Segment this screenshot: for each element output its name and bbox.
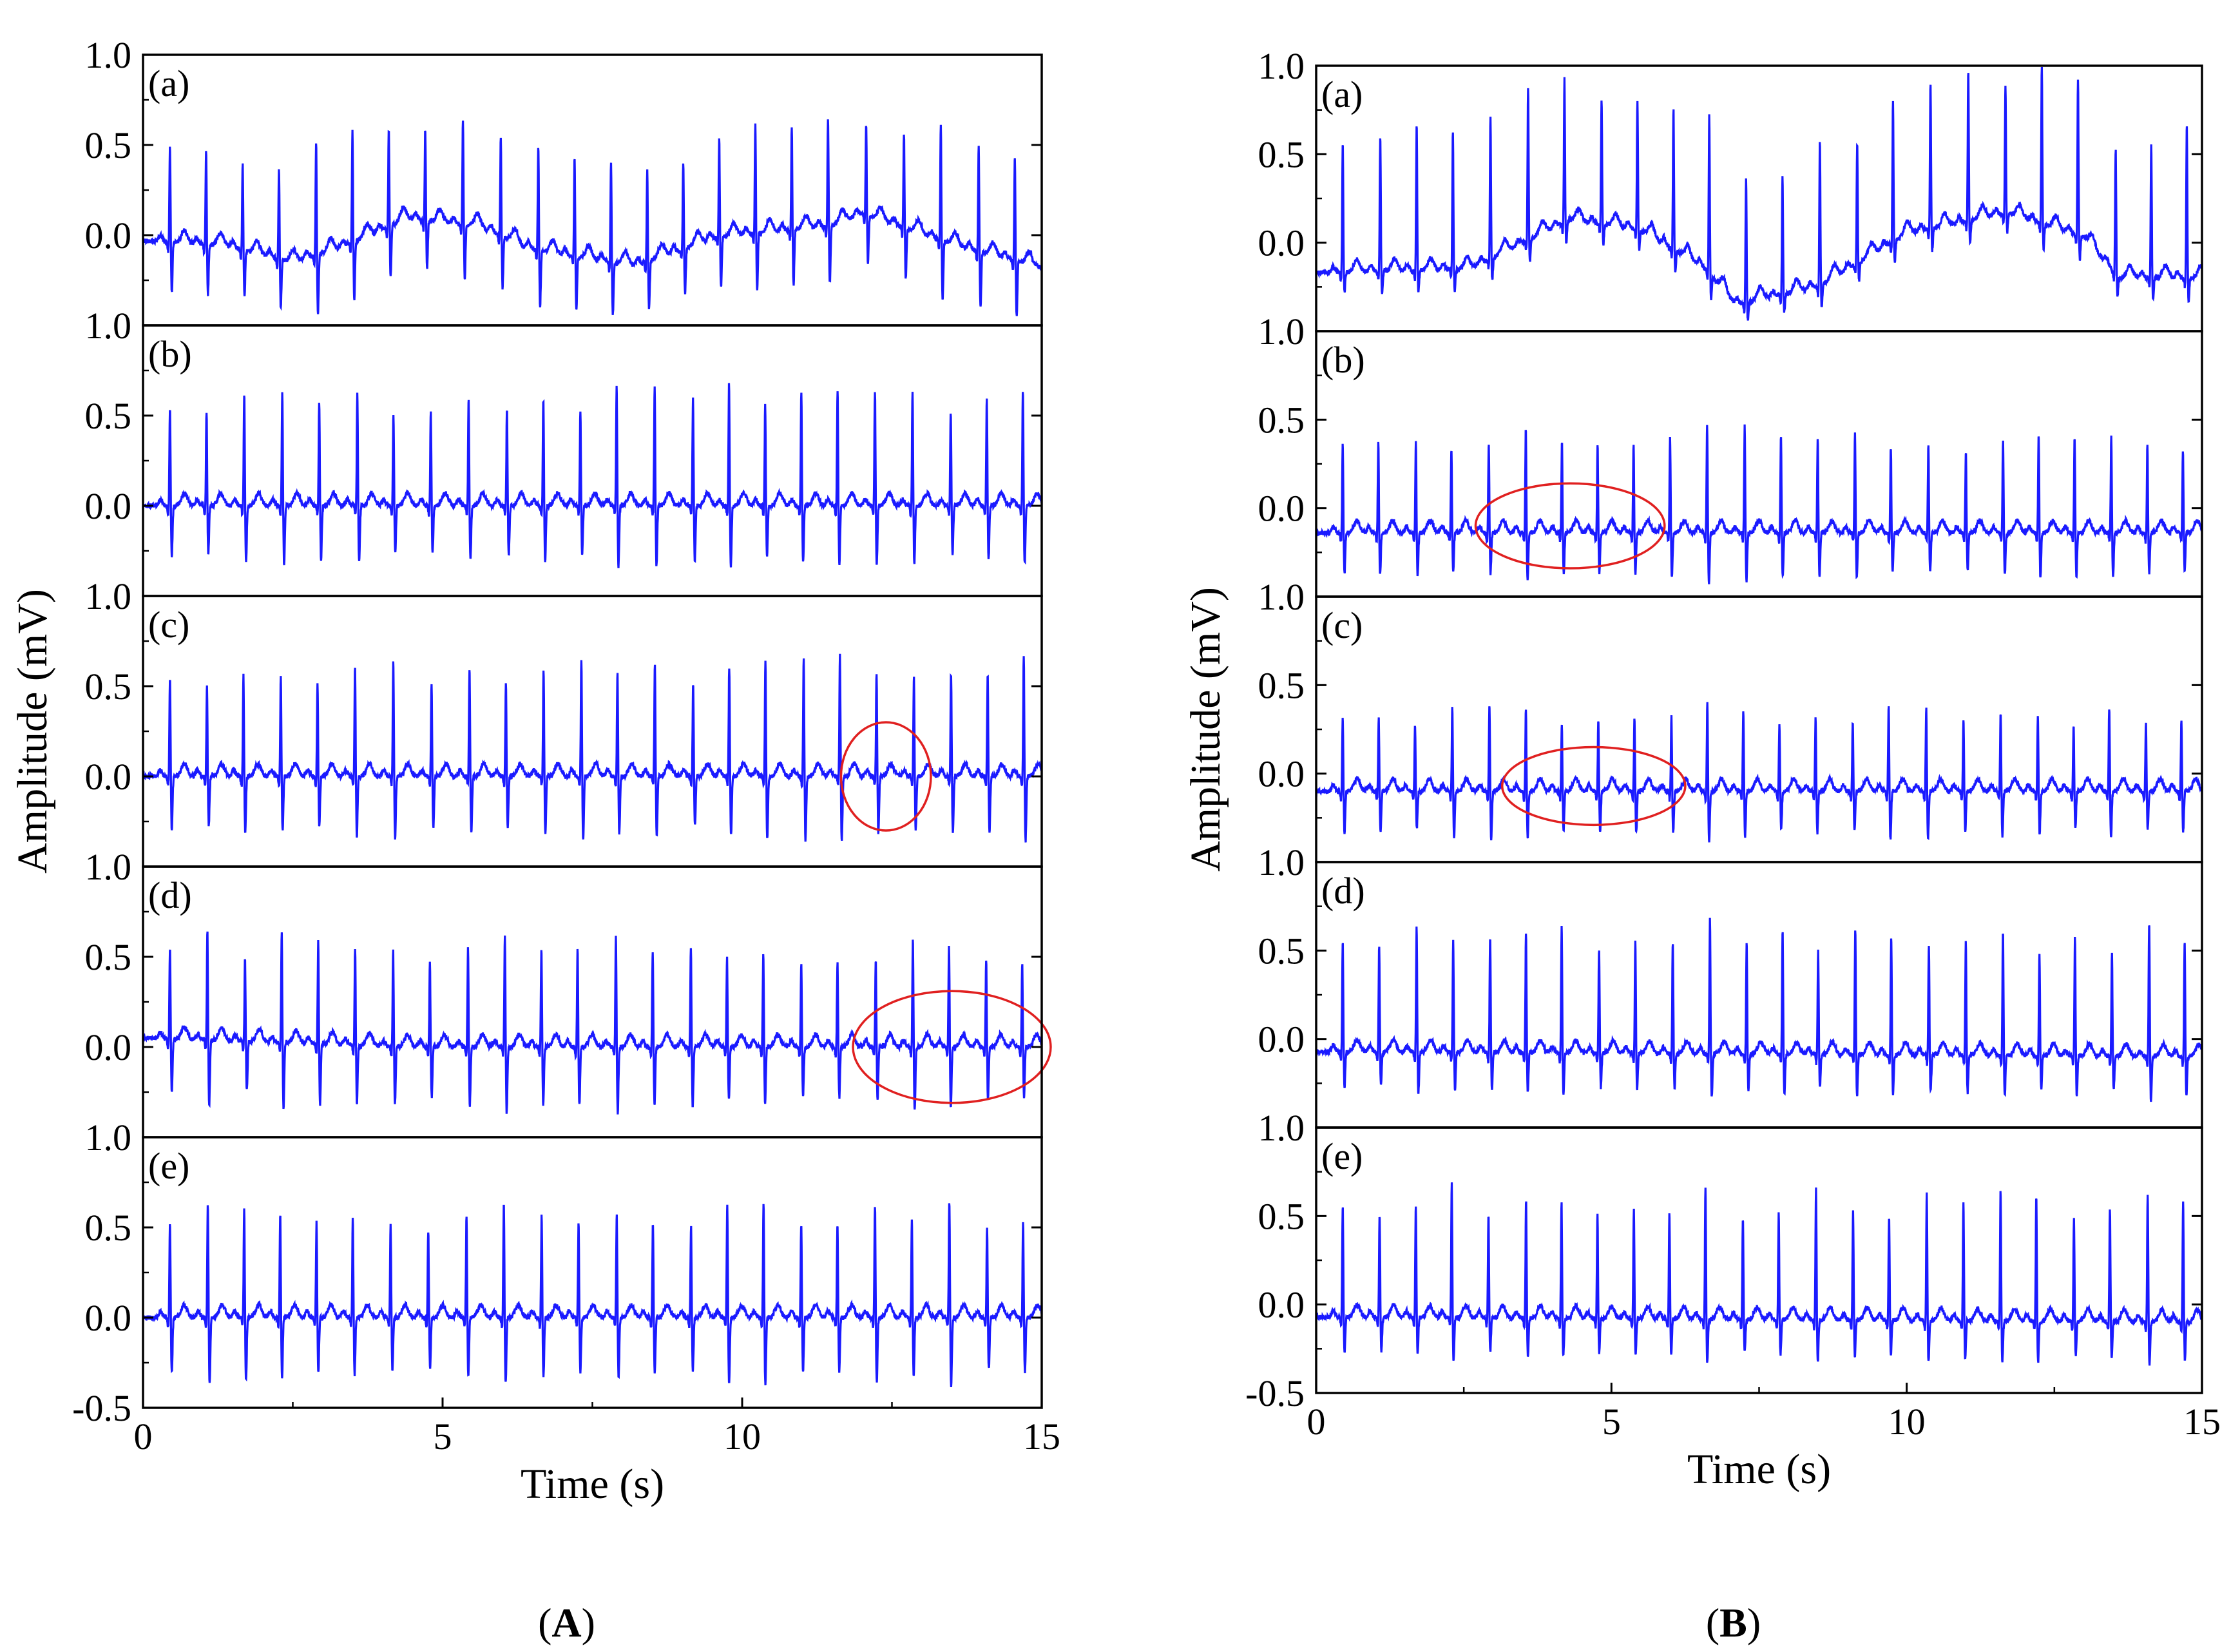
- panel-frame: [1315, 595, 2203, 863]
- y-tick-label: 0.0: [1258, 1019, 1305, 1061]
- x-tick-label: 5: [1602, 1401, 1621, 1443]
- ecg-trace-line: [143, 383, 1042, 568]
- y-tick-label: 0.0: [1258, 1284, 1305, 1326]
- y-tick-label: -0.5: [72, 1387, 131, 1429]
- x-axis-title: Time (s): [1687, 1446, 1831, 1493]
- y-tick-label: 1.0: [1258, 576, 1305, 618]
- y-tick-label: 0.0: [85, 1297, 132, 1339]
- y-tick-label: 0.5: [1258, 133, 1305, 175]
- ecg-trace-line: [1316, 702, 2202, 843]
- y-tick-label: 1.0: [1258, 311, 1305, 352]
- ecg-trace-line: [1316, 917, 2202, 1102]
- y-tick-label: 0.0: [1258, 488, 1305, 530]
- y-tick-label: 0.5: [85, 124, 132, 166]
- panel-label: (c): [148, 604, 189, 646]
- ecg-trace-line: [1316, 424, 2202, 584]
- x-tick-label: 0: [134, 1416, 153, 1457]
- highlight-ellipse: [852, 990, 1052, 1104]
- ecg-trace-line: [143, 119, 1042, 316]
- highlight-ellipse: [1501, 745, 1687, 827]
- ecg-trace-line: [1316, 1182, 2202, 1366]
- panel-label: (a): [148, 62, 189, 104]
- y-tick-label: 0.5: [1258, 930, 1305, 972]
- y-tick-label: -0.5: [1245, 1372, 1305, 1414]
- y-tick-label: 0.0: [85, 215, 132, 256]
- y-tick-label: 1.0: [85, 1117, 132, 1158]
- panel-d: 0.5 0.0 1.0 (d): [1258, 861, 2203, 1149]
- panel-label: (a): [1321, 73, 1363, 115]
- y-tick-label: 0.5: [1258, 1195, 1305, 1237]
- panel-frame: [142, 1136, 1043, 1409]
- panel-e: 0.5 0.0 -0.5 (e): [72, 1136, 1043, 1429]
- panel-label: (b): [148, 333, 192, 375]
- x-tick-label: 10: [1888, 1401, 1926, 1443]
- ecg-trace-line: [143, 653, 1042, 843]
- y-axis-title: Amplitude (mV): [1182, 587, 1229, 872]
- y-tick-label: 0.5: [1258, 399, 1305, 441]
- figure-label: (B): [1706, 1600, 1761, 1646]
- x-tick-label: 15: [1023, 1416, 1060, 1457]
- chart-figure-b: 1.00.50.01.0(a)0.50.01.0(b)0.50.01.0(c)0…: [1182, 45, 2221, 1646]
- y-tick-label: 1.0: [1258, 45, 1305, 87]
- y-tick-label: 1.0: [1258, 1107, 1305, 1149]
- panel-label: (c): [1321, 604, 1363, 646]
- y-tick-label: 1.0: [1258, 841, 1305, 883]
- panel-a: 1.0 0.5 0.0 1.0 (a): [1258, 45, 2203, 352]
- y-tick-label: 0.5: [85, 666, 132, 707]
- y-tick-label: 1.0: [85, 846, 132, 888]
- panel-label: (e): [148, 1145, 189, 1187]
- x-tick-label: 10: [723, 1416, 761, 1457]
- y-tick-label: 0.5: [85, 936, 132, 978]
- panel-frame: [1315, 330, 2203, 598]
- panel-d: 0.5 0.0 1.0 (d): [85, 865, 1052, 1158]
- chart-figure-a: 1.00.50.01.0(a)0.50.01.0(b)0.50.01.0(c)0…: [9, 34, 1060, 1646]
- figure-label: (A): [538, 1600, 595, 1646]
- panel-label: (d): [148, 874, 192, 916]
- y-axis-title: Amplitude (mV): [9, 589, 56, 874]
- ecg-trace-line: [1316, 66, 2202, 321]
- x-tick-label: 15: [2183, 1401, 2221, 1443]
- panel-c: 0.5 0.0 1.0 (c): [85, 595, 1043, 888]
- y-tick-label: 0.0: [85, 756, 132, 798]
- panel-label: (d): [1321, 870, 1365, 912]
- y-tick-label: 0.0: [1258, 222, 1305, 264]
- panel-b: 0.5 0.0 1.0 (b): [85, 324, 1043, 617]
- panel-frame: [142, 595, 1043, 868]
- panel-c: 0.5 0.0 1.0 (c): [1258, 595, 2203, 883]
- y-tick-label: 0.5: [85, 395, 132, 437]
- y-tick-label: 1.0: [85, 575, 132, 617]
- panel-frame: [1315, 861, 2203, 1129]
- panel-frame: [142, 324, 1043, 597]
- y-tick-label: 0.5: [1258, 664, 1305, 706]
- y-tick-label: 1.0: [85, 34, 132, 76]
- y-tick-label: 1.0: [85, 305, 132, 347]
- highlight-ellipse: [1474, 482, 1666, 570]
- panel-frame: [1315, 1126, 2203, 1394]
- ecg-trace-line: [143, 1203, 1042, 1387]
- y-tick-label: 0.5: [85, 1207, 132, 1249]
- y-tick-label: 0.0: [85, 1026, 132, 1068]
- panel-label: (b): [1321, 339, 1365, 381]
- y-tick-label: 0.0: [1258, 753, 1305, 795]
- x-axis-title: Time (s): [521, 1461, 664, 1508]
- ecg-trace-line: [143, 931, 1042, 1115]
- highlight-ellipse: [839, 721, 932, 832]
- x-tick-label: 5: [434, 1416, 452, 1457]
- panel-label: (e): [1321, 1135, 1363, 1177]
- x-tick-label: 0: [1307, 1401, 1326, 1443]
- y-tick-label: 0.0: [85, 485, 132, 527]
- panel-a: 1.0 0.5 0.0 1.0 (a): [85, 34, 1043, 347]
- panel-e: 0.5 0.0 -0.5 (e): [1245, 1126, 2203, 1414]
- panel-b: 0.5 0.0 1.0 (b): [1258, 330, 2203, 618]
